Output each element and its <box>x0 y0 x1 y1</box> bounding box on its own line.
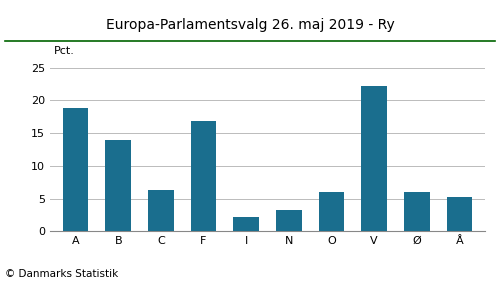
Bar <box>446 197 472 231</box>
Bar <box>106 140 131 231</box>
Bar <box>318 192 344 231</box>
Bar <box>362 86 387 231</box>
Text: Pct.: Pct. <box>54 46 75 56</box>
Bar <box>190 121 216 231</box>
Bar <box>404 192 429 231</box>
Bar <box>148 190 174 231</box>
Text: © Danmarks Statistik: © Danmarks Statistik <box>5 269 118 279</box>
Text: Europa-Parlamentsvalg 26. maj 2019 - Ry: Europa-Parlamentsvalg 26. maj 2019 - Ry <box>106 18 395 32</box>
Bar <box>276 210 301 231</box>
Bar <box>234 217 259 231</box>
Bar <box>63 108 88 231</box>
